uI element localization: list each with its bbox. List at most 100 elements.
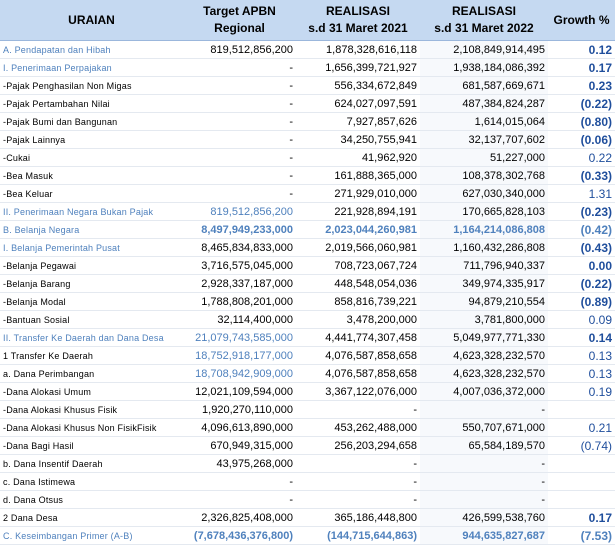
table-row: c. Dana Istimewa--- [0, 473, 615, 491]
amount-cell: 365,186,448,800 [296, 509, 420, 527]
table-row: a. Dana Perimbangan18,708,942,909,0004,0… [0, 365, 615, 383]
table-row: -Dana Alokasi Umum12,021,109,594,0003,36… [0, 383, 615, 401]
header-line: Target APBN [186, 3, 293, 20]
row-label: II. Penerimaan Negara Bukan Pajak [0, 203, 183, 221]
row-label: B. Belanja Negara [0, 221, 183, 239]
table-row: II. Penerimaan Negara Bukan Pajak819,512… [0, 203, 615, 221]
amount-cell: 41,962,920 [296, 149, 420, 167]
amount-cell: 2,928,337,187,000 [183, 275, 296, 293]
amount-cell: 21,079,743,585,000 [183, 329, 296, 347]
growth-cell: (0.42) [548, 221, 615, 239]
table-row: -Dana Alokasi Khusus Non FisikFisik4,096… [0, 419, 615, 437]
row-label: -Bantuan Sosial [0, 311, 183, 329]
amount-cell: - [296, 473, 420, 491]
amount-cell: - [183, 149, 296, 167]
amount-cell: 1,164,214,086,808 [420, 221, 548, 239]
growth-cell: 0.17 [548, 509, 615, 527]
table-row: d. Dana Otsus--- [0, 491, 615, 509]
amount-cell: - [183, 131, 296, 149]
table-row: -Bea Keluar-271,929,010,000627,030,340,0… [0, 185, 615, 203]
table-row: 1 Transfer Ke Daerah18,752,918,177,000 4,… [0, 347, 615, 365]
table-row: II. Transfer Ke Daerah dan Dana Desa21,0… [0, 329, 615, 347]
growth-cell: 0.21 [548, 419, 615, 437]
growth-cell [548, 473, 615, 491]
row-label: -Dana Bagi Hasil [0, 437, 183, 455]
table-row: C. Keseimbangan Primer (A-B)(7,678,436,3… [0, 527, 615, 545]
amount-cell: 51,227,000 [420, 149, 548, 167]
row-label: I. Penerimaan Perpajakan [0, 59, 183, 77]
table-row: I. Penerimaan Perpajakan-1,656,399,721,9… [0, 59, 615, 77]
table-row: -Bantuan Sosial32,114,400,0003,478,200,0… [0, 311, 615, 329]
row-label: -Belanja Pegawai [0, 257, 183, 275]
row-label: -Pajak Lainnya [0, 131, 183, 149]
growth-cell: (0.22) [548, 275, 615, 293]
row-label: -Cukai [0, 149, 183, 167]
header-line: URAIAN [3, 12, 180, 29]
amount-cell: 4,007,036,372,000 [420, 383, 548, 401]
amount-cell: 108,378,302,768 [420, 167, 548, 185]
table-row: -Belanja Pegawai3,716,575,045,000708,723… [0, 257, 615, 275]
table-row: -Pajak Pertambahan Nilai-624,027,097,591… [0, 95, 615, 113]
row-label: -Pajak Bumi dan Bangunan [0, 113, 183, 131]
amount-cell: 18,708,942,909,000 [183, 365, 296, 383]
table-row: b. Dana Insentif Daerah43,975,268,000-- [0, 455, 615, 473]
row-label: 1 Transfer Ke Daerah [0, 347, 183, 365]
amount-cell: - [183, 167, 296, 185]
amount-cell: - [183, 95, 296, 113]
amount-cell: 627,030,340,000 [420, 185, 548, 203]
amount-cell: 34,250,755,941 [296, 131, 420, 149]
row-label: 2 Dana Desa [0, 509, 183, 527]
amount-cell: 18,752,918,177,000 [183, 347, 296, 365]
amount-cell: 2,326,825,408,000 [183, 509, 296, 527]
amount-cell: 819,512,856,200 [183, 41, 296, 59]
amount-cell: 670,949,315,000 [183, 437, 296, 455]
amount-cell: 8,465,834,833,000 [183, 239, 296, 257]
table-row: -Dana Alokasi Khusus Fisik1,920,270,110,… [0, 401, 615, 419]
amount-cell: 858,816,739,221 [296, 293, 420, 311]
growth-cell: 0.22 [548, 149, 615, 167]
amount-cell: - [183, 473, 296, 491]
amount-cell: 1,656,399,721,927 [296, 59, 420, 77]
amount-cell: 43,975,268,000 [183, 455, 296, 473]
table-row: -Pajak Penghasilan Non Migas-556,334,672… [0, 77, 615, 95]
row-label: II. Transfer Ke Daerah dan Dana Desa [0, 329, 183, 347]
amount-cell: 3,478,200,000 [296, 311, 420, 329]
table-row: -Belanja Modal1,788,808,201,000858,816,7… [0, 293, 615, 311]
header-cell: URAIAN [0, 0, 183, 41]
row-label: -Dana Alokasi Khusus Fisik [0, 401, 183, 419]
row-label: -Pajak Penghasilan Non Migas [0, 77, 183, 95]
amount-cell: 1,160,432,286,808 [420, 239, 548, 257]
row-label: -Pajak Pertambahan Nilai [0, 95, 183, 113]
amount-cell: - [183, 77, 296, 95]
amount-cell: 3,716,575,045,000 [183, 257, 296, 275]
amount-cell: 349,974,335,917 [420, 275, 548, 293]
table-row: -Cukai-41,962,92051,227,0000.22 [0, 149, 615, 167]
amount-cell: 1,938,184,086,392 [420, 59, 548, 77]
row-label: -Belanja Barang [0, 275, 183, 293]
amount-cell: 4,623,328,232,570 [420, 365, 548, 383]
growth-cell: (0.89) [548, 293, 615, 311]
amount-cell: 12,021,109,594,000 [183, 383, 296, 401]
amount-cell: 681,587,669,671 [420, 77, 548, 95]
row-label: b. Dana Insentif Daerah [0, 455, 183, 473]
header-row: URAIANTarget APBNRegionalREALISASIs.d 31… [0, 0, 615, 41]
row-label: a. Dana Perimbangan [0, 365, 183, 383]
table-row: -Dana Bagi Hasil670,949,315,000256,203,2… [0, 437, 615, 455]
amount-cell: - [420, 491, 548, 509]
amount-cell: (7,678,436,376,800) [183, 527, 296, 545]
amount-cell: - [183, 185, 296, 203]
amount-cell: - [420, 473, 548, 491]
amount-cell: 2,108,849,914,495 [420, 41, 548, 59]
header-cell: REALISASIs.d 31 Maret 2021 [296, 0, 420, 41]
growth-cell [548, 491, 615, 509]
amount-cell: 94,879,210,554 [420, 293, 548, 311]
amount-cell: 221,928,894,191 [296, 203, 420, 221]
amount-cell: 4,623,328,232,570 [420, 347, 548, 365]
growth-cell: (0.22) [548, 95, 615, 113]
row-label: A. Pendapatan dan Hibah [0, 41, 183, 59]
amount-cell: 448,548,054,036 [296, 275, 420, 293]
growth-cell: (0.33) [548, 167, 615, 185]
amount-cell: 4,096,613,890,000 [183, 419, 296, 437]
row-label: c. Dana Istimewa [0, 473, 183, 491]
